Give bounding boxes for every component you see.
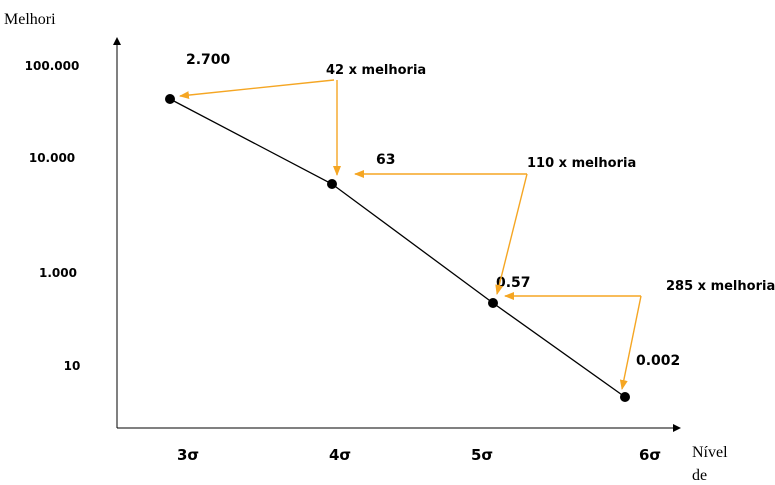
point-label: 0.002 xyxy=(636,353,680,369)
point-label: 0.57 xyxy=(496,275,531,291)
x-tick-label: 5σ xyxy=(471,446,493,464)
trend-line xyxy=(169,98,626,398)
point xyxy=(488,298,498,308)
y-tick-label: 1.000 xyxy=(39,266,77,280)
annotation: 285 x melhoria xyxy=(666,279,775,294)
point xyxy=(327,179,337,189)
x-tick-label: 4σ xyxy=(329,446,351,464)
annotation: 110 x melhoria xyxy=(527,156,636,171)
x-axis-label: Nível xyxy=(692,444,728,461)
y-tick-label: 100.000 xyxy=(25,59,80,73)
y-tick-label: 10.000 xyxy=(29,151,75,165)
point xyxy=(165,94,175,104)
point-label: 2.700 xyxy=(186,52,231,68)
y-tick-label: 10 xyxy=(64,359,81,373)
annotation: 42 x melhoria xyxy=(326,63,426,78)
arrow xyxy=(619,295,642,390)
point-label: 63 xyxy=(376,152,395,168)
arrow xyxy=(495,173,528,295)
x-tick-label: 6σ xyxy=(639,446,661,464)
x-axis-label: de xyxy=(692,467,707,484)
y-axis-label: Melhori xyxy=(4,11,56,28)
arrow xyxy=(179,79,335,100)
x-tick-label: 3σ xyxy=(177,446,199,464)
point xyxy=(620,392,630,402)
